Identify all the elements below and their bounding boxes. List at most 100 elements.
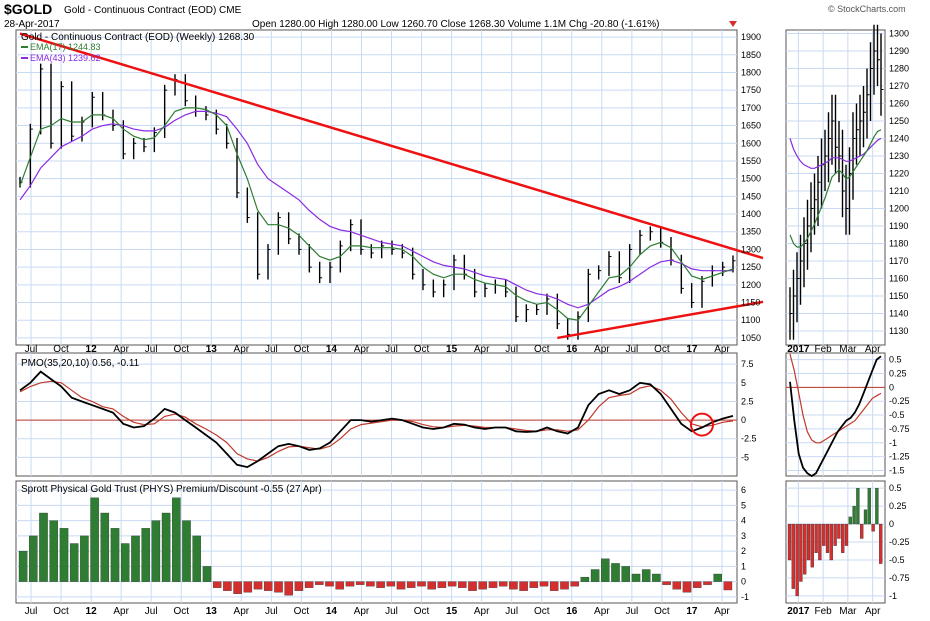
main-weekly-x-tick: Oct	[534, 606, 550, 617]
premium-daily-bar	[841, 523, 845, 553]
premium-weekly-y-tick: 1	[741, 561, 746, 571]
premium-weekly-bar	[192, 535, 201, 582]
main-weekly-axis-x-tick: Jul	[265, 344, 278, 355]
premium-daily-bar	[795, 523, 799, 597]
main-weekly-axis-x-tick: Oct	[534, 344, 550, 355]
main-weekly-axis-x-tick: Apr	[714, 344, 730, 355]
pmo-daily-y-tick: -0.5	[889, 410, 905, 420]
main-daily-y-tick: 1180	[889, 239, 908, 249]
premium-weekly-bar	[611, 563, 620, 582]
main-weekly-axis-x-tick: 14	[326, 344, 338, 355]
pmo-daily-y-tick: -1	[889, 438, 897, 448]
symbol: $GOLD	[4, 1, 52, 17]
premium-daily-bar	[791, 523, 795, 589]
main-daily-x-tick: Apr	[865, 344, 881, 355]
premium-weekly-bar	[233, 581, 242, 594]
premium-weekly-bar	[253, 581, 263, 590]
main-weekly-y-tick: 1100	[741, 315, 760, 325]
main-daily-x-tick: 2017	[787, 344, 810, 355]
premium-weekly-bar	[396, 581, 406, 590]
main-weekly-y-tick: 1200	[741, 280, 761, 290]
premium-daily-x-tick: Mar	[839, 606, 857, 617]
ema17-legend: EMA(17) 1244.83	[30, 42, 101, 52]
pmo-daily-panel	[785, 352, 886, 477]
premium-daily-bar	[799, 523, 803, 582]
premium-weekly-bar	[488, 581, 498, 588]
premium-weekly-bar	[386, 581, 396, 587]
main-weekly-x-tick: Oct	[414, 606, 430, 617]
pmo-daily-signal-line	[789, 353, 882, 444]
main-weekly-y-tick: 1250	[741, 262, 761, 272]
main-weekly-y-tick: 1050	[741, 333, 761, 343]
premium-weekly-bar	[294, 581, 304, 591]
premium-weekly-bar	[151, 520, 161, 582]
main-weekly-axis-x-tick: Jul	[505, 344, 518, 355]
premium-title: Sprott Physical Gold Trust (PHYS) Premiu…	[21, 484, 322, 495]
premium-daily-bar	[837, 523, 841, 539]
premium-weekly-bar	[427, 581, 436, 590]
main-weekly-axis-x-tick: Apr	[354, 344, 370, 355]
premium-daily-bar	[871, 523, 875, 532]
premium-weekly-bar	[325, 581, 334, 587]
main-weekly-x-tick: Jul	[145, 606, 158, 617]
pmo-weekly-y-tick: 0	[741, 415, 746, 425]
main-weekly-y-tick: 1350	[741, 227, 761, 237]
premium-weekly-bar	[580, 576, 590, 582]
main-daily-y-tick: 1170	[889, 256, 908, 266]
premium-daily-bar	[829, 523, 833, 561]
main-weekly-x-tick: 13	[206, 606, 218, 617]
main-weekly-x-tick: Oct	[294, 606, 310, 617]
main-weekly-y-tick: 1750	[741, 85, 761, 95]
daily-ema17-line	[789, 129, 882, 248]
main-weekly-axis-x-tick: Apr	[594, 344, 610, 355]
main-daily-y-tick: 1260	[889, 99, 909, 109]
premium-weekly-bar	[39, 512, 48, 582]
pmo-weekly-signal-line	[19, 380, 734, 462]
pmo-weekly-y-tick: 7.5	[741, 359, 754, 369]
main-weekly-axis-x-tick: Oct	[173, 344, 189, 355]
main-weekly-x-tick: 17	[686, 606, 698, 617]
premium-daily-bar	[787, 523, 792, 561]
premium-weekly-bar	[652, 573, 661, 582]
main-weekly-axis-x-tick: 16	[566, 344, 578, 355]
main-daily-panel	[785, 29, 886, 346]
premium-daily-bar	[860, 523, 864, 539]
premium-weekly-bar	[560, 581, 569, 590]
pmo-weekly-panel	[15, 352, 738, 477]
premium-daily-bar	[803, 523, 807, 575]
marks-layer	[16, 24, 885, 597]
premium-weekly-bar	[437, 581, 447, 588]
premium-weekly-bar	[529, 581, 539, 588]
premium-weekly-bar	[519, 581, 528, 591]
premium-weekly-bar	[182, 520, 191, 582]
main-weekly-x-tick: Apr	[714, 606, 730, 617]
main-daily-y-tick: 1210	[889, 186, 909, 196]
premium-weekly-bar	[549, 581, 559, 591]
pmo-weekly-y-tick: -2.5	[741, 434, 757, 444]
premium-daily-bar	[852, 505, 856, 525]
pmo-weekly-y-tick: -5	[741, 452, 749, 462]
premium-daily-bar	[806, 523, 811, 561]
premium-weekly-bar	[100, 512, 110, 582]
premium-daily-x-tick: Feb	[815, 606, 833, 617]
pmo-daily-y-tick: -0.25	[889, 396, 910, 406]
premium-weekly-bar	[49, 520, 58, 582]
change-down-icon	[729, 21, 737, 27]
premium-weekly-bar	[672, 581, 682, 590]
premium-weekly-y-tick: 2	[741, 546, 746, 556]
main-weekly-y-tick: 1400	[741, 209, 761, 219]
main-weekly-y-tick: 1500	[741, 174, 761, 184]
premium-weekly-bar	[141, 528, 150, 582]
trendline-0	[19, 32, 764, 260]
premium-weekly-bar	[120, 543, 130, 582]
main-weekly-x-tick: 16	[566, 606, 578, 617]
main-weekly-x-tick: Oct	[173, 606, 189, 617]
premium-weekly-bar	[304, 581, 314, 588]
main-weekly-y-tick: 1300	[741, 244, 761, 254]
premium-daily-x-tick: Apr	[865, 606, 881, 617]
premium-weekly-bar	[90, 497, 99, 582]
main-weekly-axis-x-tick: Apr	[234, 344, 250, 355]
premium-weekly-bar	[621, 566, 630, 582]
pmo-daily-y-tick: 0.25	[889, 369, 907, 379]
labels-layer: 1050110011501200125013001350140014501500…	[25, 29, 910, 618]
